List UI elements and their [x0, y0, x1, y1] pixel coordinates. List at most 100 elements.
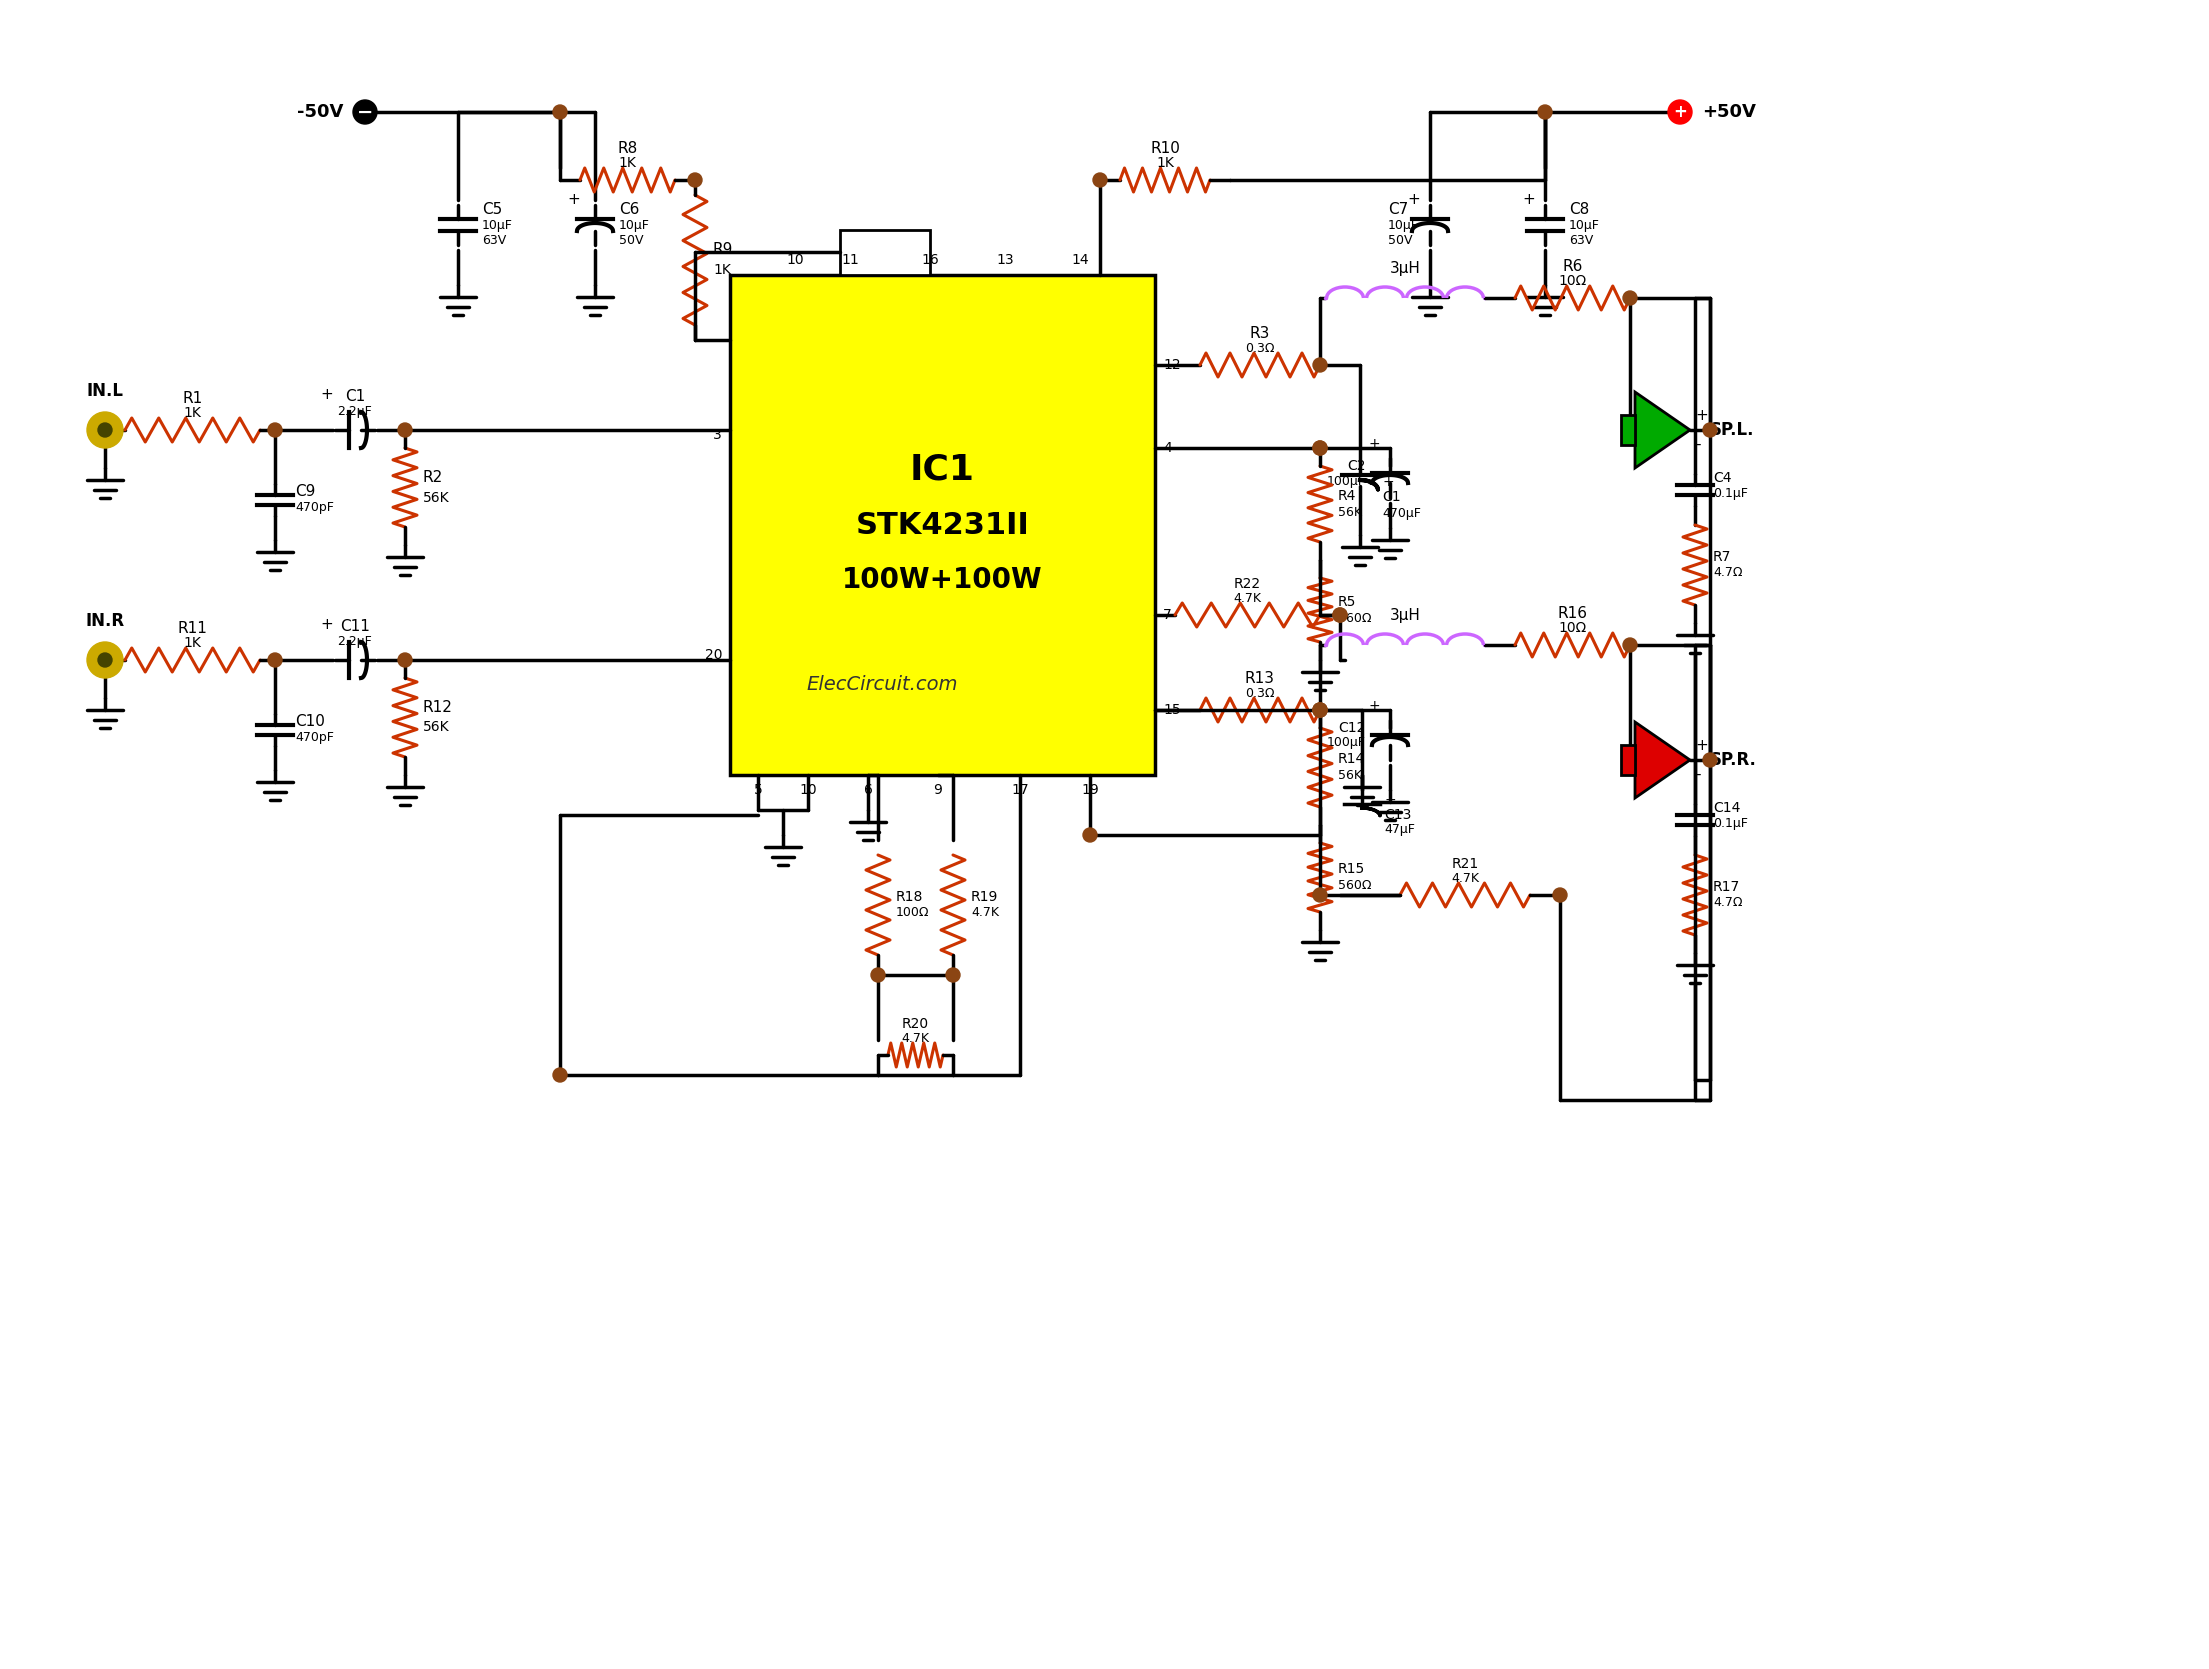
- Text: 13: 13: [996, 254, 1014, 267]
- Text: 1K: 1K: [1155, 155, 1173, 170]
- Text: +: +: [1407, 192, 1420, 207]
- Circle shape: [1624, 638, 1637, 653]
- Text: +: +: [320, 387, 334, 402]
- Circle shape: [1312, 703, 1328, 718]
- Text: 6: 6: [864, 783, 873, 798]
- Circle shape: [1703, 753, 1716, 768]
- Circle shape: [1624, 290, 1637, 305]
- Circle shape: [86, 412, 124, 447]
- Text: 56K: 56K: [1339, 769, 1363, 783]
- Text: 470μF: 470μF: [1383, 506, 1420, 519]
- Text: 2.2μF: 2.2μF: [338, 406, 373, 417]
- Text: 0.3Ω: 0.3Ω: [1246, 688, 1275, 699]
- Text: 10Ω: 10Ω: [1557, 274, 1586, 289]
- Text: +: +: [1522, 192, 1535, 207]
- Text: 560Ω: 560Ω: [1339, 880, 1372, 891]
- Circle shape: [1553, 888, 1566, 901]
- Text: +: +: [1383, 476, 1394, 489]
- Text: 9: 9: [934, 783, 943, 798]
- Circle shape: [1312, 703, 1328, 718]
- Circle shape: [398, 653, 413, 668]
- Circle shape: [1093, 174, 1107, 187]
- Text: -: -: [1694, 766, 1701, 781]
- Circle shape: [1312, 888, 1328, 901]
- Text: 16: 16: [921, 254, 939, 267]
- Text: C8: C8: [1568, 202, 1588, 217]
- Text: 11: 11: [842, 254, 859, 267]
- Text: 12: 12: [1162, 357, 1180, 372]
- Text: 4.7K: 4.7K: [1451, 871, 1480, 885]
- Text: 5: 5: [753, 783, 762, 798]
- Text: R4: R4: [1339, 489, 1356, 502]
- Text: +50V: +50V: [1701, 103, 1756, 120]
- Text: 20: 20: [705, 648, 722, 663]
- Text: 4.7K: 4.7K: [901, 1031, 930, 1045]
- Text: 47μF: 47μF: [1385, 823, 1416, 836]
- Text: R14: R14: [1339, 753, 1365, 766]
- Text: −: −: [358, 102, 373, 122]
- Circle shape: [1312, 357, 1328, 372]
- Text: IN.L: IN.L: [86, 382, 124, 401]
- Text: 100μF: 100μF: [1328, 474, 1365, 487]
- Text: 56K: 56K: [422, 721, 451, 734]
- Text: R3: R3: [1250, 325, 1270, 340]
- Text: R17: R17: [1712, 880, 1741, 895]
- Circle shape: [86, 643, 124, 678]
- Text: R7: R7: [1712, 551, 1732, 564]
- Text: 10μF: 10μF: [1568, 219, 1599, 232]
- Polygon shape: [1635, 723, 1690, 798]
- Text: 15: 15: [1162, 703, 1180, 718]
- Circle shape: [1668, 100, 1692, 124]
- Circle shape: [1082, 828, 1098, 841]
- Text: C7: C7: [1387, 202, 1409, 217]
- FancyBboxPatch shape: [1621, 744, 1635, 774]
- Text: C5: C5: [482, 202, 501, 217]
- Text: +: +: [320, 618, 334, 633]
- Text: 1K: 1K: [619, 155, 636, 170]
- Text: +: +: [1694, 738, 1708, 753]
- Text: C9: C9: [296, 484, 316, 499]
- Text: C4: C4: [1712, 471, 1732, 486]
- Text: 56K: 56K: [422, 491, 451, 504]
- Circle shape: [1332, 608, 1347, 623]
- Circle shape: [945, 968, 961, 981]
- Polygon shape: [1635, 392, 1690, 467]
- Text: 10μF: 10μF: [619, 219, 649, 232]
- Circle shape: [398, 422, 413, 437]
- Text: C12: C12: [1339, 721, 1365, 734]
- Text: 50V: 50V: [1387, 234, 1412, 247]
- Text: R1: R1: [183, 391, 203, 406]
- Text: R21: R21: [1451, 856, 1478, 871]
- Text: R12: R12: [422, 699, 453, 714]
- Text: IC1: IC1: [910, 452, 974, 487]
- Text: 4: 4: [1162, 441, 1171, 456]
- Text: R16: R16: [1557, 606, 1588, 621]
- Circle shape: [687, 174, 702, 187]
- Text: 470pF: 470pF: [296, 731, 334, 744]
- Text: 19: 19: [1080, 783, 1098, 798]
- Circle shape: [267, 653, 283, 668]
- Circle shape: [552, 1068, 568, 1082]
- Text: 4.7Ω: 4.7Ω: [1712, 896, 1743, 910]
- Circle shape: [1312, 441, 1328, 456]
- Text: 63V: 63V: [1568, 234, 1593, 247]
- Text: 10: 10: [800, 783, 817, 798]
- Text: 50V: 50V: [619, 234, 643, 247]
- Text: R5: R5: [1339, 596, 1356, 609]
- Text: 3: 3: [714, 427, 722, 442]
- Text: R15: R15: [1339, 863, 1365, 876]
- Text: SP.R.: SP.R.: [1710, 751, 1756, 769]
- Text: 10μF: 10μF: [1387, 219, 1418, 232]
- Text: IN.R: IN.R: [86, 613, 124, 629]
- Text: 470pF: 470pF: [296, 501, 334, 514]
- Text: 4.7K: 4.7K: [972, 906, 998, 920]
- Text: R13: R13: [1246, 671, 1275, 686]
- Text: R19: R19: [972, 890, 998, 905]
- Text: 10Ω: 10Ω: [1557, 621, 1586, 634]
- Text: R9: R9: [714, 242, 733, 257]
- Text: R2: R2: [422, 471, 444, 486]
- Text: +: +: [1694, 409, 1708, 424]
- Text: -: -: [1694, 437, 1701, 452]
- Text: R6: R6: [1562, 259, 1582, 274]
- Text: 63V: 63V: [482, 234, 506, 247]
